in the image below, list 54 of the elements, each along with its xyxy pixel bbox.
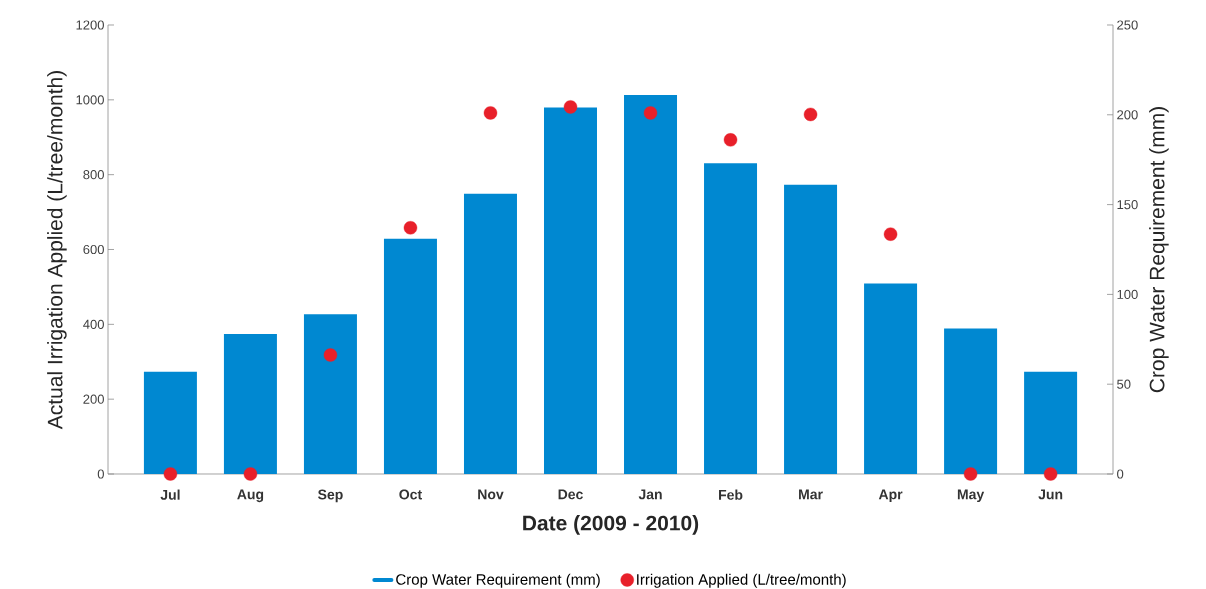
point bbox=[803, 107, 818, 122]
x-tick-label: Mar bbox=[799, 489, 823, 500]
point bbox=[243, 467, 258, 481]
bar bbox=[864, 283, 918, 474]
x-tick-label: Jul bbox=[160, 489, 180, 500]
x-tick-label: Nov bbox=[478, 489, 504, 500]
bar bbox=[1024, 371, 1078, 474]
x-tick-label: Sep bbox=[318, 489, 343, 503]
bar bbox=[463, 193, 517, 474]
x-tick-label: Dec bbox=[558, 489, 583, 500]
point bbox=[483, 106, 498, 120]
x-tick-label: May bbox=[957, 489, 985, 503]
x-tick-label: Jan bbox=[638, 489, 662, 500]
legend-label: Crop Water Requirement (mm) bbox=[396, 573, 600, 588]
point bbox=[163, 467, 178, 481]
y2-tick-label: 250 bbox=[1117, 20, 1138, 30]
legend-label: Irrigation Applied (L/tree/month) bbox=[637, 573, 846, 588]
x-tick-label: Apr bbox=[878, 489, 903, 503]
y-tick-label: 1000 bbox=[76, 95, 104, 105]
bar bbox=[223, 333, 277, 474]
y2-tick-label: 200 bbox=[1117, 110, 1138, 120]
x-tick-label: Jun bbox=[1038, 489, 1063, 500]
x-tick-label: Feb bbox=[719, 489, 743, 500]
bar bbox=[784, 184, 838, 474]
point bbox=[723, 133, 738, 147]
y-tick-label: 400 bbox=[83, 319, 104, 329]
y-tick-label: 200 bbox=[83, 394, 104, 404]
y2-tick-label: 100 bbox=[1117, 289, 1138, 299]
y2-tick-label: 50 bbox=[1117, 379, 1131, 389]
bar bbox=[624, 95, 678, 474]
y2-tick-label: 0 bbox=[1117, 469, 1124, 479]
y2-axis-title: Crop Water Requirement (mm) bbox=[1149, 107, 1169, 393]
bar bbox=[544, 107, 597, 474]
point bbox=[1043, 467, 1058, 481]
y-tick-label: 0 bbox=[97, 469, 104, 479]
y-axis-title: Actual Irrigation Applied (L/tree/month) bbox=[47, 71, 67, 430]
bar bbox=[383, 238, 437, 474]
x-tick-label: Oct bbox=[399, 489, 422, 500]
point bbox=[963, 467, 978, 481]
x-axis-title: Date (2009 - 2010) bbox=[523, 515, 699, 535]
point bbox=[323, 348, 338, 362]
y-tick-label: 800 bbox=[83, 170, 104, 180]
x-tick-label: Aug bbox=[237, 489, 264, 503]
point bbox=[403, 221, 418, 235]
point bbox=[883, 227, 898, 241]
y-tick-label: 600 bbox=[83, 244, 104, 255]
bar bbox=[143, 371, 197, 474]
point bbox=[563, 100, 578, 114]
y2-tick-label: 150 bbox=[1117, 199, 1138, 210]
y-tick-label: 1200 bbox=[76, 20, 104, 30]
point bbox=[643, 106, 658, 120]
bar bbox=[704, 163, 758, 474]
bar bbox=[303, 314, 357, 474]
bar bbox=[944, 328, 998, 474]
